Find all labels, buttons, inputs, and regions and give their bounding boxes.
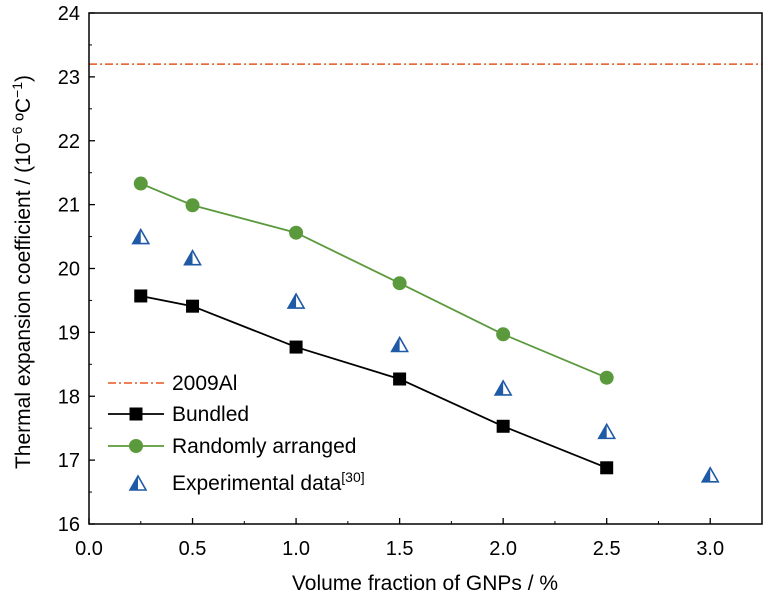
data-point-bundled: [134, 289, 148, 303]
data-point-randomly-arranged: [289, 225, 304, 240]
series-experimental-data: [131, 227, 720, 483]
half-triangle-outline: [390, 335, 409, 353]
half-triangle-outline: [128, 474, 148, 491]
data-point-randomly-arranged: [599, 370, 614, 385]
y-axis-title-close: ): [12, 75, 35, 82]
legend-swatch-marker-experimental-data: [128, 474, 148, 491]
legend: 2009Al Bundled Randomly arranged Experiment…: [108, 372, 365, 495]
legend-label-text: Experimental data: [172, 472, 342, 495]
data-point-experimental-data: [286, 292, 306, 309]
half-triangle-outline: [493, 379, 513, 396]
x-tick-label: 0.5: [179, 538, 207, 560]
data-point-randomly-arranged: [133, 176, 148, 191]
legend-label-randomly-arranged: Randomly arranged: [172, 435, 356, 458]
axes: 0.0 0.5 1.0 1.5 2.0 2.5 3.0 16 17 18 19 20 21 22 23 24: [58, 3, 763, 560]
legend-label-text: Randomly arranged: [172, 435, 356, 458]
data-point-randomly-arranged: [185, 198, 200, 213]
y-axis-title: Thermal expansion coefficient / (10−6 ºC…: [9, 75, 35, 469]
legend-label-experimental-data: Experimental data[30]: [172, 469, 365, 495]
legend-swatch-marker-bundled: [129, 407, 143, 421]
y-tick-label: 18: [58, 386, 80, 408]
half-triangle-outline: [700, 466, 720, 483]
x-tick-label: 1.0: [282, 538, 310, 560]
y-tick-label: 17: [58, 450, 80, 472]
y-tick-label: 22: [58, 131, 80, 153]
x-tick-label: 2.5: [593, 538, 621, 560]
half-triangle-outline: [131, 227, 151, 245]
y-axis-title-unit: ºC: [12, 98, 35, 127]
legend-swatch-marker-randomly-arranged: [129, 439, 143, 453]
data-point-experimental-data: [183, 249, 202, 266]
series-randomly-arranged: [133, 176, 614, 385]
y-axis-title-exp1: −6: [9, 126, 25, 142]
data-point-bundled: [496, 419, 510, 433]
x-tick-label: 2.0: [489, 538, 517, 560]
half-triangle-outline: [183, 249, 202, 266]
data-point-experimental-data: [390, 335, 409, 353]
series-line-bundled: [140, 295, 608, 469]
y-tick-label: 24: [58, 3, 80, 25]
y-axis-title-main: Thermal expansion coefficient / (10: [12, 143, 35, 469]
plot-area: [89, 63, 762, 483]
data-point-experimental-data: [597, 422, 617, 440]
data-point-randomly-arranged: [496, 327, 511, 342]
half-triangle-outline: [286, 292, 306, 309]
legend-label-bundled: Bundled: [172, 403, 249, 426]
y-tick-label: 21: [58, 195, 80, 217]
data-point-bundled: [393, 372, 407, 386]
data-point-experimental-data: [493, 379, 513, 396]
x-tick-label: 1.5: [386, 538, 414, 560]
data-point-randomly-arranged: [392, 276, 407, 291]
y-axis-title-exp2: −1: [9, 82, 25, 98]
data-point-bundled: [289, 340, 303, 354]
series-line-randomly-arranged: [140, 182, 608, 379]
data-point-experimental-data: [131, 227, 151, 245]
legend-label-2009al: 2009Al: [172, 372, 237, 395]
y-tick-label: 19: [58, 322, 80, 344]
y-tick-label: 16: [58, 514, 80, 536]
half-triangle-outline: [597, 422, 617, 440]
legend-label-superscript: [30]: [341, 469, 364, 485]
legend-label-text: Bundled: [172, 403, 249, 426]
series-bundled: [134, 289, 614, 475]
data-point-bundled: [600, 461, 614, 475]
x-tick-label: 0.0: [75, 538, 103, 560]
data-point-bundled: [186, 299, 200, 313]
x-axis-title: Volume fraction of GNPs / %: [292, 572, 558, 595]
data-point-experimental-data: [700, 466, 720, 483]
y-tick-label: 23: [58, 67, 80, 89]
y-tick-label: 20: [58, 259, 80, 281]
x-tick-label: 3.0: [696, 538, 724, 560]
